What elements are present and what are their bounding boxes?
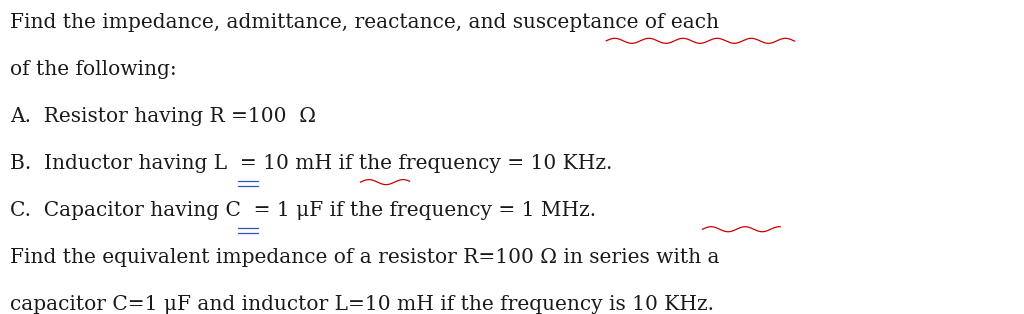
Text: C.  Capacitor having C  = 1 μF if the frequency = 1 MHz.: C. Capacitor having C = 1 μF if the freq… — [10, 201, 596, 220]
Text: Find the impedance, admittance, reactance, and susceptance of each: Find the impedance, admittance, reactanc… — [10, 13, 719, 32]
Text: B.  Inductor having L  = 10 mH if the frequency = 10 KHz.: B. Inductor having L = 10 mH if the freq… — [10, 154, 612, 173]
Text: Find the equivalent impedance of a resistor R=100 Ω in series with a: Find the equivalent impedance of a resis… — [10, 248, 720, 267]
Text: of the following:: of the following: — [10, 60, 177, 79]
Text: A.  Resistor having R =100  Ω: A. Resistor having R =100 Ω — [10, 107, 316, 126]
Text: capacitor C=1 μF and inductor L=10 mH if the frequency is 10 KHz.: capacitor C=1 μF and inductor L=10 mH if… — [10, 295, 715, 314]
